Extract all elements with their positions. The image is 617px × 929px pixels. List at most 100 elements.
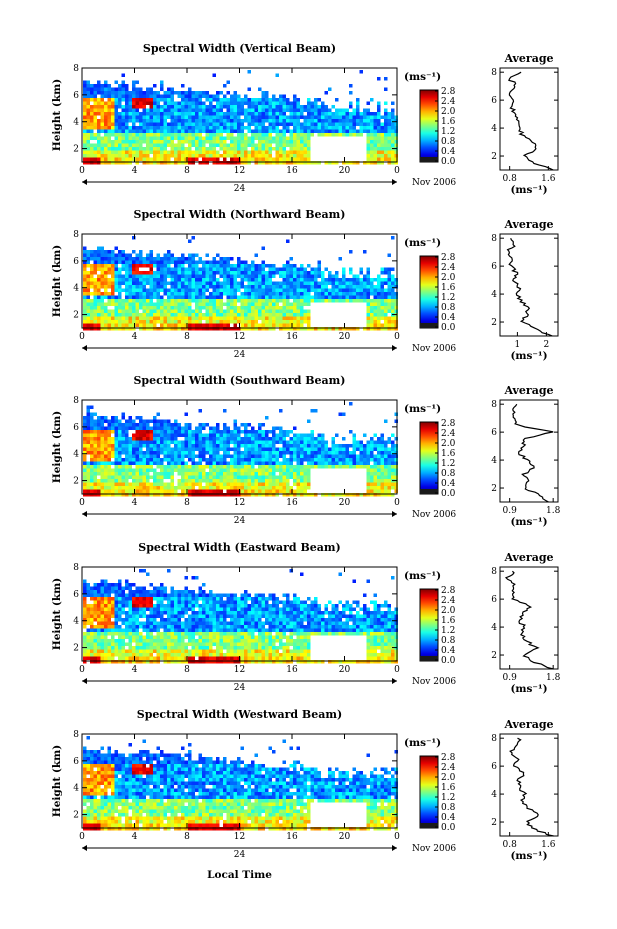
colorbar-tick-label: 1.2 [441, 793, 455, 803]
avg-frame [499, 399, 559, 503]
time-tick-label: 4 [132, 332, 138, 342]
time-tick-label: 16 [286, 498, 298, 508]
colorbar-tick-label: 1.6 [441, 117, 456, 127]
avg-profile-line [508, 71, 554, 171]
height-tick-label: 2 [73, 311, 79, 321]
avg-height-tick: 4 [491, 623, 497, 633]
avg-height-tick: 4 [491, 124, 497, 134]
avg-title: Average [503, 52, 553, 65]
colorbar-tick-label: 2.4 [441, 263, 456, 273]
avg-x-tick: 0.8 [503, 174, 518, 184]
avg-title: Average [503, 718, 553, 731]
colorbar-low-segment [420, 656, 438, 661]
colorbar-tick-label: 0.0 [441, 157, 456, 167]
heatmap-cells [83, 569, 398, 664]
time-tick-label: 8 [184, 498, 190, 508]
colorbar-tick-label: 2.8 [441, 753, 456, 763]
time-tick-label: 12 [234, 498, 245, 508]
height-tick-label: 8 [73, 64, 79, 74]
avg-profile-line [509, 737, 554, 837]
avg-frame [499, 233, 559, 337]
avg-height-tick: 2 [491, 651, 497, 661]
panel-title: Spectral Width (Eastward Beam) [138, 541, 340, 554]
panel-title: Spectral Width (Southward Beam) [133, 374, 345, 387]
avg-profile-line [504, 570, 554, 670]
avg-profile-line [512, 403, 554, 503]
time-tick-label: 12 [234, 832, 245, 842]
y-axis-label: Height (km) [51, 411, 63, 483]
x-axis-label: Local Time [207, 869, 272, 881]
avg-x-label: (ms⁻¹) [510, 683, 547, 695]
height-tick-label: 2 [73, 477, 79, 487]
time-tick-label: 16 [286, 832, 298, 842]
avg-frame [499, 566, 559, 670]
time-tick-label: 0 [79, 498, 85, 508]
beam-panel-0: Spectral Width (Vertical Beam) 8 6 4 2 Height… [51, 42, 559, 196]
time-tick-label: 12 [234, 332, 245, 342]
avg-height-tick: 4 [491, 290, 497, 300]
colorbar-tick-label: 0.8 [441, 636, 456, 646]
colorbar-tick-label: 1.2 [441, 127, 455, 137]
colorbar-tick-label: 0.8 [441, 469, 456, 479]
colorbar-unit-label: (ms⁻¹) [404, 237, 441, 249]
avg-x-label: (ms⁻¹) [510, 850, 547, 862]
panel-title: Spectral Width (Northward Beam) [134, 208, 346, 221]
colorbar-tick-label: 2.0 [441, 107, 456, 117]
time-tick-label: 0 [79, 832, 85, 842]
colorbar-tick-label: 1.6 [441, 283, 456, 293]
y-axis-label: Height (km) [51, 245, 63, 317]
beam-panel-4: Spectral Width (Westward Beam) 8 6 4 2 Height… [51, 708, 559, 862]
day-label: 24 [234, 184, 246, 194]
time-tick-label: 8 [184, 332, 190, 342]
time-tick-label: 20 [339, 832, 351, 842]
height-tick-label: 4 [73, 284, 79, 294]
time-tick-label: 0 [394, 332, 400, 342]
height-tick-label: 6 [73, 91, 79, 101]
height-tick-label: 8 [73, 730, 79, 740]
colorbar-tick-label: 2.0 [441, 439, 456, 449]
colorbar-low-segment [420, 823, 438, 828]
colorbar-tick-label: 2.0 [441, 773, 456, 783]
y-axis-label: Height (km) [51, 79, 63, 151]
height-tick-label: 8 [73, 563, 79, 573]
time-tick-label: 20 [339, 665, 351, 675]
colorbar-tick-label: 0.4 [441, 313, 456, 323]
colorbar-tick-label: 1.6 [441, 783, 456, 793]
time-tick-label: 16 [286, 166, 298, 176]
date-label: Nov 2006 [412, 844, 456, 854]
height-tick-label: 6 [73, 757, 79, 767]
colorbar-low-segment [420, 157, 438, 162]
time-tick-label: 8 [184, 665, 190, 675]
height-tick-label: 8 [73, 396, 79, 406]
avg-height-tick: 8 [491, 68, 497, 78]
day-label: 24 [234, 850, 246, 860]
colorbar-tick-label: 2.8 [441, 419, 456, 429]
colorbar-tick-label: 2.0 [441, 606, 456, 616]
colorbar-tick-label: 1.6 [441, 616, 456, 626]
height-tick-label: 2 [73, 145, 79, 155]
avg-height-tick: 6 [491, 762, 497, 772]
colorbar-tick-label: 2.4 [441, 429, 456, 439]
y-axis-label: Height (km) [51, 578, 63, 650]
date-label: Nov 2006 [412, 510, 456, 520]
avg-height-tick: 4 [491, 456, 497, 466]
date-label: Nov 2006 [412, 677, 456, 687]
time-tick-label: 4 [132, 832, 138, 842]
time-tick-label: 0 [394, 498, 400, 508]
avg-x-tick: 1.8 [546, 506, 561, 516]
colorbar-tick-label: 0.4 [441, 813, 456, 823]
colorbar-tick-label: 0.0 [441, 656, 456, 666]
time-tick-label: 0 [394, 832, 400, 842]
avg-title: Average [503, 384, 553, 397]
avg-height-tick: 6 [491, 595, 497, 605]
colorbar-tick-label: 2.8 [441, 586, 456, 596]
avg-x-tick: 0.8 [503, 840, 518, 850]
height-tick-label: 6 [73, 257, 79, 267]
time-tick-label: 16 [286, 332, 298, 342]
day-label: 24 [234, 350, 246, 360]
avg-x-label: (ms⁻¹) [510, 350, 547, 362]
time-tick-label: 4 [132, 166, 138, 176]
time-tick-label: 0 [79, 332, 85, 342]
height-tick-label: 4 [73, 784, 79, 794]
time-tick-label: 8 [184, 832, 190, 842]
